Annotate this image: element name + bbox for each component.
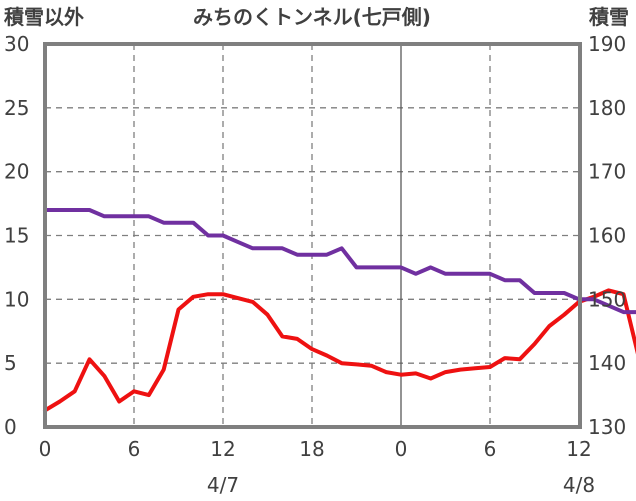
x-tick-label: 6 bbox=[484, 437, 497, 461]
right-tick-label: 190 bbox=[588, 32, 626, 56]
x-tick-label: 12 bbox=[210, 437, 235, 461]
left-axis-label: 積雪以外 bbox=[4, 5, 84, 29]
right-tick-label: 160 bbox=[588, 224, 626, 248]
left-tick-label: 15 bbox=[4, 224, 29, 248]
x-tick-label: 0 bbox=[395, 437, 408, 461]
series-lines bbox=[43, 208, 636, 413]
x-tick-label: 18 bbox=[299, 437, 324, 461]
right-tick-label: 150 bbox=[588, 287, 626, 311]
series-line-2 bbox=[43, 208, 636, 315]
left-tick-label: 0 bbox=[4, 415, 17, 439]
plot-area-frame bbox=[43, 42, 582, 429]
right-axis-label: 積雪 bbox=[589, 5, 629, 29]
right-tick-label: 170 bbox=[588, 160, 626, 184]
left-tick-label: 5 bbox=[4, 351, 17, 375]
left-tick-label: 25 bbox=[4, 96, 29, 120]
x-tick-label: 12 bbox=[566, 437, 591, 461]
left-tick-label: 30 bbox=[4, 32, 29, 56]
right-tick-label: 180 bbox=[588, 96, 626, 120]
right-tick-label: 140 bbox=[588, 351, 626, 375]
date-label: 4/7 bbox=[207, 473, 239, 497]
series-line-1 bbox=[43, 288, 636, 413]
date-label: 4/8 bbox=[563, 473, 595, 497]
left-tick-label: 20 bbox=[4, 160, 29, 184]
x-tick-label: 0 bbox=[39, 437, 52, 461]
x-tick-label: 6 bbox=[128, 437, 141, 461]
right-tick-label: 130 bbox=[588, 415, 626, 439]
gridlines bbox=[45, 44, 580, 427]
left-tick-label: 10 bbox=[4, 287, 29, 311]
chart-title: みちのくトンネル(七戸側) bbox=[193, 5, 431, 29]
